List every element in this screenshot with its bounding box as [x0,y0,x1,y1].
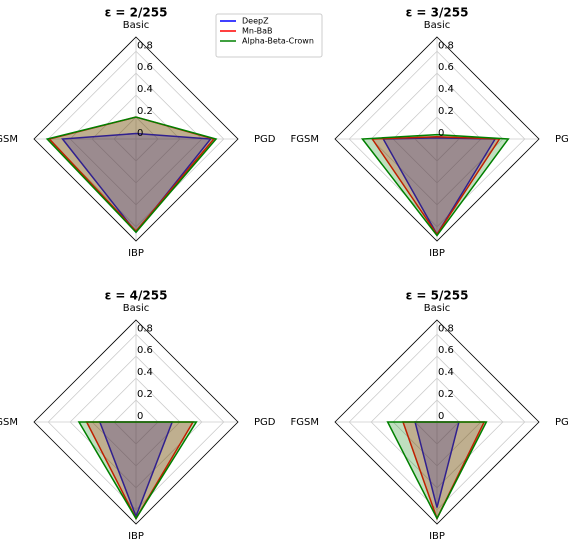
legend-label: Alpha-Beta-Crown [242,37,314,46]
legend-box [215,13,323,58]
category-label: IBP [429,248,445,259]
r-tick-label: 0.8 [438,323,454,334]
r-tick-label: 0 [137,128,143,139]
series-area [386,421,488,521]
category-label: Basic [123,303,149,314]
category-label: PGD [555,134,569,145]
series-area [45,116,218,234]
r-tick-label: 0.2 [438,106,454,117]
chart-title: ε = 2/255 [105,6,168,20]
r-tick-label: 0 [438,128,444,139]
category-label: FGSM [0,417,18,428]
r-tick-label: 0.4 [438,84,454,95]
frame [334,319,540,525]
r-tick-label: 0 [137,411,143,422]
series-area [77,421,198,520]
r-tick-label: 0 [438,411,444,422]
category-label: IBP [128,531,144,542]
chart-title: ε = 3/255 [406,6,469,20]
category-label: FGSM [0,134,18,145]
category-label: PGD [254,134,276,145]
chart-title: ε = 4/255 [105,289,168,303]
category-label: FGSM [291,417,319,428]
r-tick-label: 0.2 [438,389,454,400]
r-tick-label: 0.6 [137,62,153,73]
frame [33,36,239,242]
r-tick-label: 0.2 [137,106,153,117]
frame [334,36,540,242]
r-tick-label: 0.4 [137,84,153,95]
series-area [360,133,510,237]
category-label: Basic [424,20,450,31]
category-label: Basic [424,303,450,314]
r-tick-label: 0.2 [137,389,153,400]
category-label: Basic [123,20,149,31]
r-tick-label: 0.4 [438,367,454,378]
r-tick-label: 0.8 [137,40,153,51]
r-tick-label: 0.8 [137,323,153,334]
r-tick-label: 0.6 [137,345,153,356]
chart-title: ε = 5/255 [406,289,469,303]
category-label: PGD [555,417,569,428]
legend-label: DeepZ [242,17,269,26]
r-tick-label: 0.6 [438,62,454,73]
r-tick-label: 0.4 [137,367,153,378]
r-tick-label: 0.8 [438,40,454,51]
frame [33,319,239,525]
legend-label: Mn-BaB [242,27,272,36]
r-tick-label: 0.6 [438,345,454,356]
category-label: PGD [254,417,276,428]
category-label: IBP [429,531,445,542]
category-label: FGSM [291,134,319,145]
category-label: IBP [128,248,144,259]
